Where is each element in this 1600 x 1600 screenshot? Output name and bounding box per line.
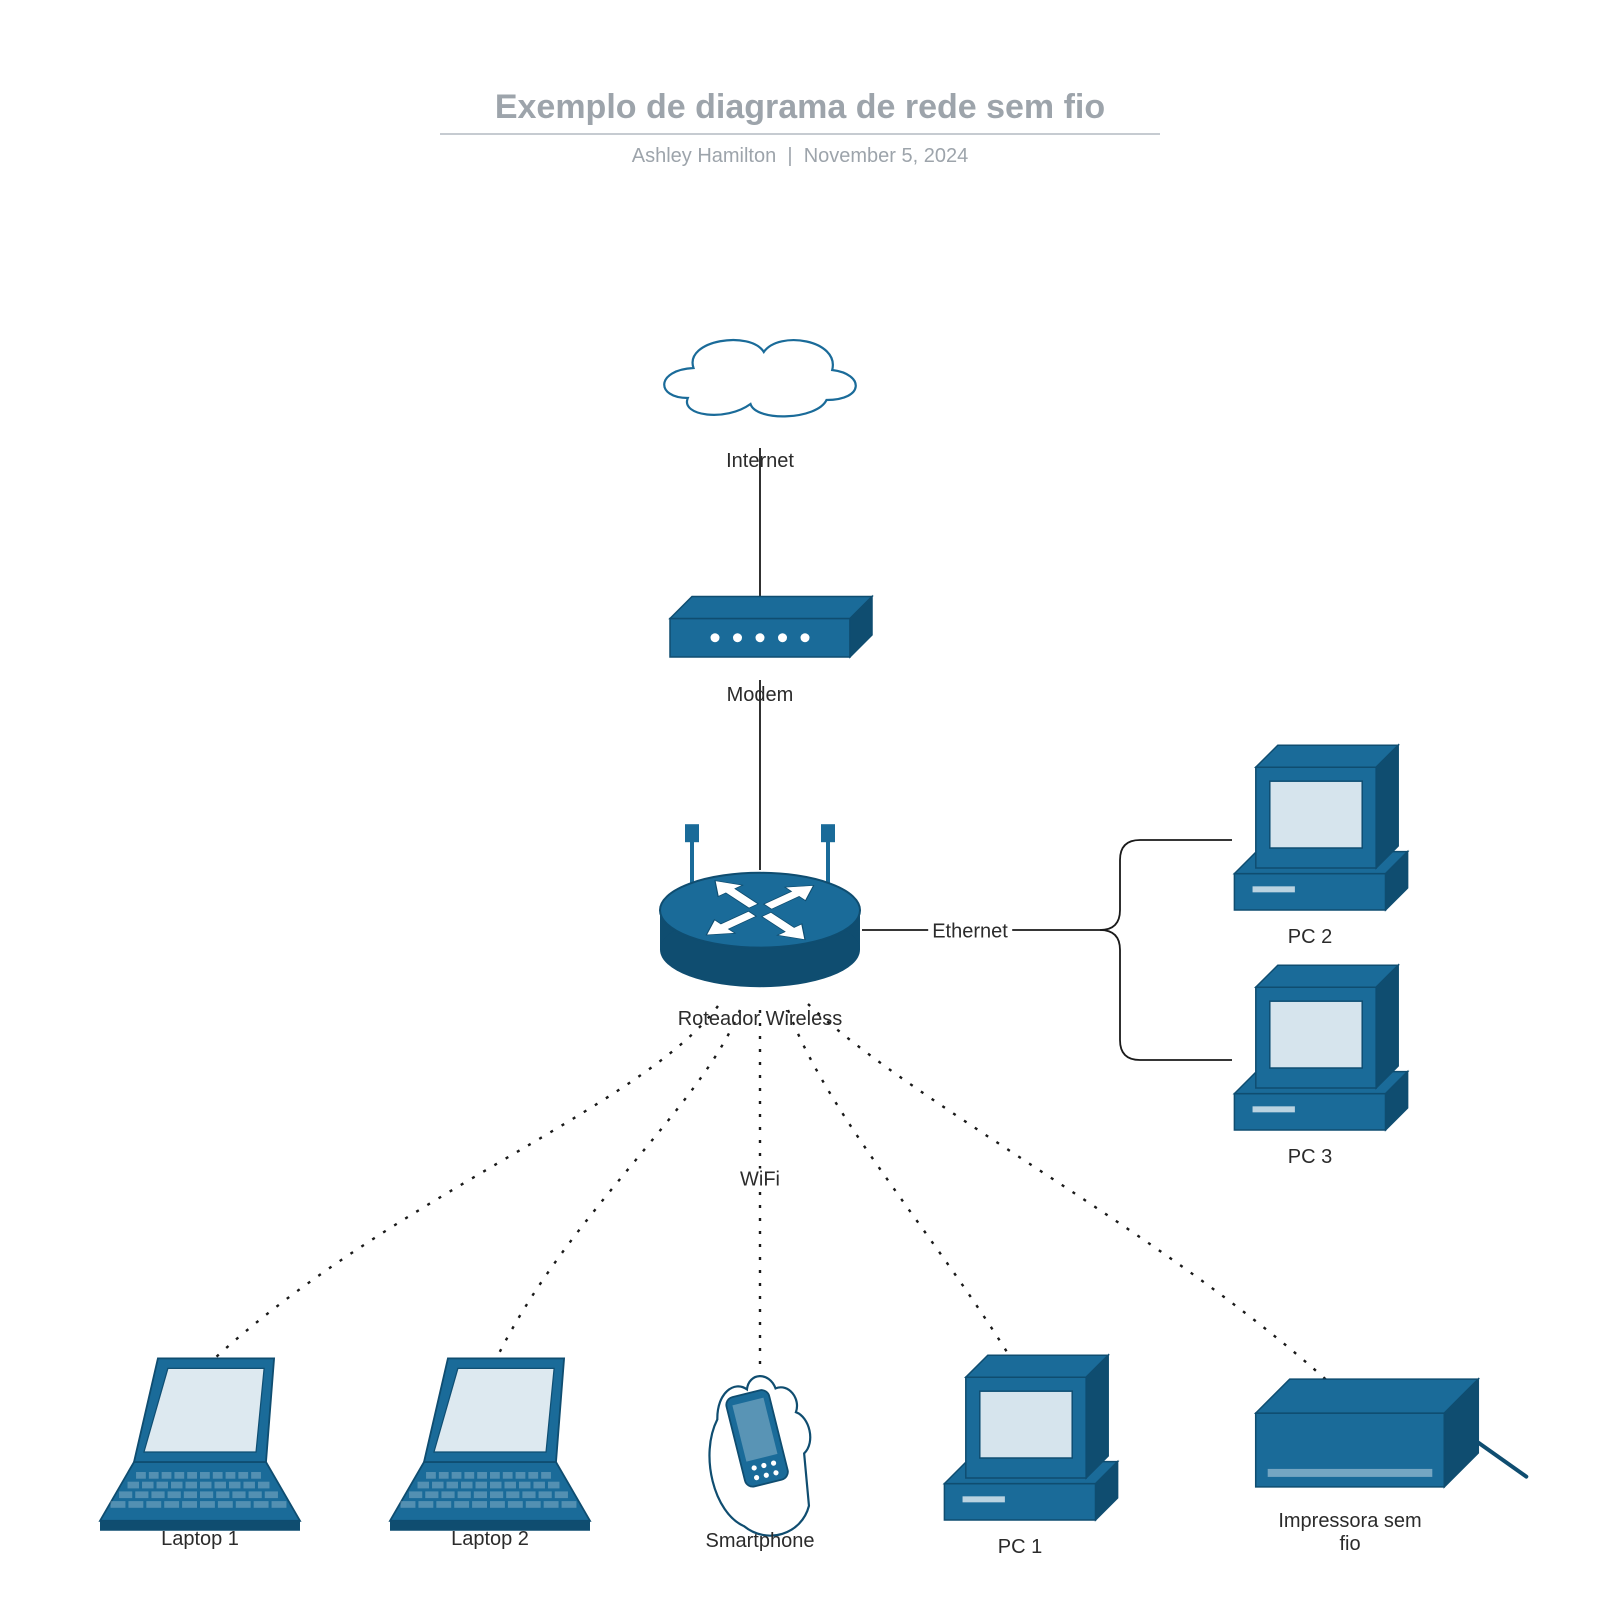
node-label: Modem	[727, 684, 794, 707]
node-label: Roteador Wireless	[678, 1008, 843, 1031]
pc-icon	[944, 1355, 1117, 1520]
edge	[1100, 930, 1232, 1060]
laptop-icon	[390, 1358, 590, 1530]
modem-icon	[670, 597, 872, 658]
diagram-canvas	[0, 0, 1600, 1600]
node-label: Smartphone	[706, 1530, 815, 1553]
edge	[200, 1006, 718, 1372]
edge	[490, 1010, 740, 1372]
node-label: PC 1	[998, 1536, 1042, 1559]
laptop-icon	[100, 1358, 300, 1530]
edge	[788, 1010, 1018, 1370]
node-label: PC 2	[1288, 926, 1332, 949]
node-label: Laptop 1	[161, 1528, 239, 1551]
node-label: PC 3	[1288, 1146, 1332, 1169]
pc-icon	[1234, 745, 1407, 910]
cloud-icon	[664, 340, 856, 416]
edge	[862, 840, 1232, 930]
smartphone-icon	[691, 1367, 833, 1547]
node-label: Impressora sem fio	[1278, 1510, 1421, 1556]
printer-icon	[1256, 1379, 1527, 1487]
edge-label: WiFi	[736, 1169, 784, 1192]
node-label: Laptop 2	[451, 1528, 529, 1551]
edge-label: Ethernet	[928, 921, 1012, 944]
pc-icon	[1234, 965, 1407, 1130]
node-label: Internet	[726, 450, 794, 473]
